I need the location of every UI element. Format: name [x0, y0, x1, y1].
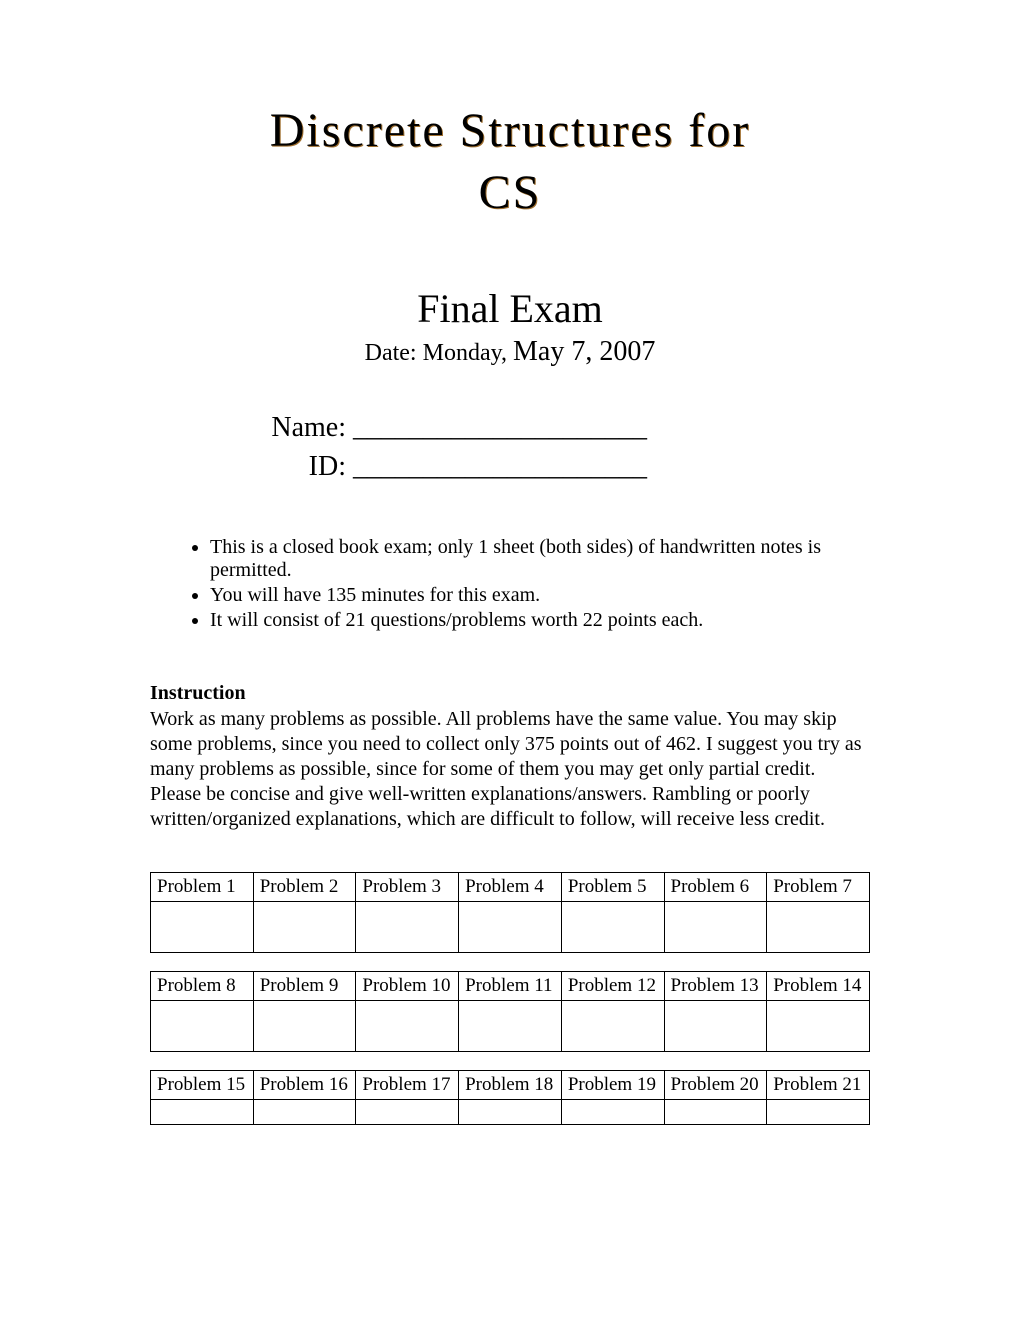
problem-header: Problem 15	[151, 1071, 254, 1100]
title-line-1: Discrete Structures for	[270, 104, 751, 157]
problem-header: Problem 6	[664, 873, 767, 902]
id-blank: _____________________	[353, 451, 647, 482]
problem-header: Problem 4	[459, 873, 562, 902]
score-cell	[253, 1001, 356, 1052]
score-cell	[561, 902, 664, 953]
exam-rules-list: This is a closed book exam; only 1 sheet…	[150, 536, 870, 632]
instruction-text: Work as many problems as possible. All p…	[150, 707, 870, 832]
score-cell	[459, 902, 562, 953]
score-cell	[356, 1100, 459, 1125]
score-cell	[356, 902, 459, 953]
title-line-2: CS	[479, 166, 542, 219]
problem-header: Problem 19	[561, 1071, 664, 1100]
problem-header: Problem 1	[151, 873, 254, 902]
name-row: Name: _____________________	[260, 408, 870, 447]
score-cell	[767, 1001, 870, 1052]
score-cell	[151, 1100, 254, 1125]
date-main: May 7, 2007	[513, 336, 655, 367]
problem-header: Problem 21	[767, 1071, 870, 1100]
problem-header: Problem 9	[253, 972, 356, 1001]
instruction-heading: Instruction	[150, 682, 870, 705]
student-fields: Name: _____________________ ID: ________…	[260, 408, 870, 486]
score-table-2: Problem 8 Problem 9 Problem 10 Problem 1…	[150, 971, 870, 1052]
problem-header: Problem 3	[356, 873, 459, 902]
exam-subtitle: Final Exam	[150, 285, 870, 332]
problem-header: Problem 16	[253, 1071, 356, 1100]
score-cell	[664, 1100, 767, 1125]
problem-header: Problem 11	[459, 972, 562, 1001]
exam-date: Date: Monday, May 7, 2007	[150, 336, 870, 368]
table-row: Problem 15 Problem 16 Problem 17 Problem…	[151, 1071, 870, 1100]
rule-item: It will consist of 21 questions/problems…	[210, 609, 870, 632]
score-table-1: Problem 1 Problem 2 Problem 3 Problem 4 …	[150, 872, 870, 953]
score-cell	[356, 1001, 459, 1052]
exam-cover-page: Discrete Structures for CS Final Exam Da…	[0, 0, 1020, 1320]
problem-header: Problem 5	[561, 873, 664, 902]
id-label: ID:	[260, 447, 346, 486]
problem-header: Problem 17	[356, 1071, 459, 1100]
score-cell	[253, 1100, 356, 1125]
score-cell	[664, 1001, 767, 1052]
problem-header: Problem 10	[356, 972, 459, 1001]
date-prefix: Date: Monday,	[365, 340, 513, 366]
course-title: Discrete Structures for CS	[150, 100, 870, 225]
problem-header: Problem 13	[664, 972, 767, 1001]
score-cell	[767, 1100, 870, 1125]
problem-header: Problem 20	[664, 1071, 767, 1100]
problem-header: Problem 12	[561, 972, 664, 1001]
score-cell	[459, 1001, 562, 1052]
score-tables: Problem 1 Problem 2 Problem 3 Problem 4 …	[150, 872, 870, 1125]
score-cell	[151, 902, 254, 953]
problem-header: Problem 8	[151, 972, 254, 1001]
table-row	[151, 1100, 870, 1125]
table-row: Problem 1 Problem 2 Problem 3 Problem 4 …	[151, 873, 870, 902]
table-row	[151, 902, 870, 953]
name-label: Name:	[260, 408, 346, 447]
table-row	[151, 1001, 870, 1052]
score-cell	[253, 902, 356, 953]
problem-header: Problem 14	[767, 972, 870, 1001]
problem-header: Problem 2	[253, 873, 356, 902]
problem-header: Problem 18	[459, 1071, 562, 1100]
problem-header: Problem 7	[767, 873, 870, 902]
score-cell	[459, 1100, 562, 1125]
score-cell	[664, 902, 767, 953]
score-table-3: Problem 15 Problem 16 Problem 17 Problem…	[150, 1070, 870, 1125]
id-row: ID: _____________________	[260, 447, 870, 486]
score-cell	[561, 1100, 664, 1125]
score-cell	[561, 1001, 664, 1052]
table-row: Problem 8 Problem 9 Problem 10 Problem 1…	[151, 972, 870, 1001]
rule-item: This is a closed book exam; only 1 sheet…	[210, 536, 870, 582]
name-blank: _____________________	[353, 412, 647, 443]
rule-item: You will have 135 minutes for this exam.	[210, 584, 870, 607]
score-cell	[767, 902, 870, 953]
score-cell	[151, 1001, 254, 1052]
